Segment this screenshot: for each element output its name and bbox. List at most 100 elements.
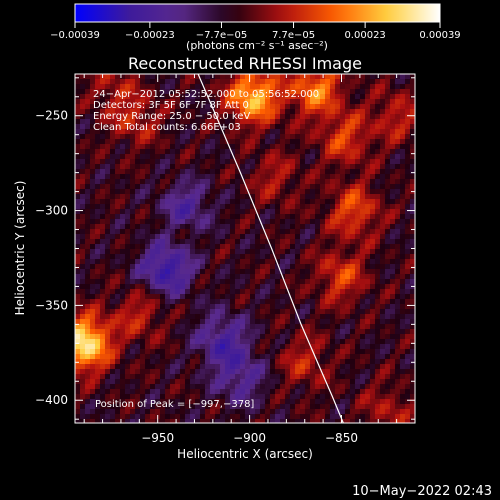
heatmap-cell <box>245 349 251 355</box>
heatmap-cell <box>330 189 336 195</box>
heatmap-cell <box>80 234 86 240</box>
heatmap-cell <box>375 209 381 215</box>
heatmap-cell <box>320 269 326 275</box>
heatmap-cell <box>330 334 336 340</box>
heatmap-cell <box>280 319 286 325</box>
heatmap-cell <box>200 409 206 415</box>
heatmap-cell <box>270 324 276 330</box>
heatmap-cell <box>85 174 91 180</box>
heatmap-cell <box>120 314 126 320</box>
heatmap-cell <box>225 154 231 160</box>
heatmap-cell <box>230 219 236 225</box>
heatmap-cell <box>180 114 186 120</box>
heatmap-cell <box>200 419 206 423</box>
heatmap-cell <box>240 394 246 400</box>
heatmap-cell <box>225 209 231 215</box>
heatmap-cell <box>375 244 381 250</box>
heatmap-cell <box>255 264 261 270</box>
heatmap-cell <box>280 114 286 120</box>
heatmap-cell <box>160 384 166 390</box>
heatmap-cell <box>165 299 171 305</box>
heatmap-cell <box>135 334 141 340</box>
heatmap-cell <box>395 319 401 325</box>
heatmap-cell <box>225 314 231 320</box>
heatmap-cell <box>215 399 221 405</box>
heatmap-cell <box>130 139 136 145</box>
heatmap-cell <box>90 379 96 385</box>
heatmap-cell <box>80 169 86 175</box>
heatmap-cell <box>300 129 306 135</box>
heatmap-cell <box>295 129 301 135</box>
heatmap-cell <box>355 234 361 240</box>
heatmap-cell <box>195 109 201 115</box>
heatmap-cell <box>315 259 321 265</box>
heatmap-cell <box>265 379 271 385</box>
heatmap-cell <box>355 149 361 155</box>
heatmap-cell <box>80 349 86 355</box>
heatmap-cell <box>295 214 301 220</box>
heatmap-cell <box>270 399 276 405</box>
heatmap-cell <box>235 234 241 240</box>
heatmap-cell <box>155 124 161 130</box>
heatmap-cell <box>325 94 331 100</box>
heatmap-cell <box>90 194 96 200</box>
colorbar-tick-label: −0.00023 <box>125 30 175 41</box>
heatmap-cell <box>220 294 226 300</box>
heatmap-cell <box>145 149 151 155</box>
heatmap-cell <box>130 224 136 230</box>
heatmap-cell <box>315 104 321 110</box>
heatmap-cell <box>375 184 381 190</box>
heatmap-cell <box>305 74 311 80</box>
heatmap-cell <box>255 174 261 180</box>
heatmap-cell <box>375 194 381 200</box>
heatmap-cell <box>305 309 311 315</box>
heatmap-cell <box>345 379 351 385</box>
heatmap-cell <box>370 334 376 340</box>
heatmap-cell <box>180 379 186 385</box>
heatmap-cell <box>330 214 336 220</box>
heatmap-cell <box>105 289 111 295</box>
heatmap-cell <box>150 364 156 370</box>
heatmap-cell <box>110 244 116 250</box>
heatmap-cell <box>255 139 261 145</box>
heatmap-cell <box>265 309 271 315</box>
heatmap-cell <box>190 354 196 360</box>
heatmap-cell <box>335 334 341 340</box>
heatmap-cell <box>365 199 371 205</box>
heatmap-cell <box>240 109 246 115</box>
heatmap-cell <box>110 399 116 405</box>
heatmap-cell <box>125 194 131 200</box>
heatmap-cell <box>290 419 296 423</box>
heatmap-cell <box>150 89 156 95</box>
heatmap-cell <box>410 389 415 395</box>
heatmap-cell <box>200 199 206 205</box>
heatmap-cell <box>300 224 306 230</box>
heatmap-cell <box>220 89 226 95</box>
heatmap-cell <box>265 104 271 110</box>
heatmap-cell <box>380 304 386 310</box>
heatmap-cell <box>370 74 376 80</box>
heatmap-cell <box>275 409 281 415</box>
heatmap-cell <box>170 89 176 95</box>
heatmap-cell <box>265 224 271 230</box>
heatmap-cell <box>290 134 296 140</box>
heatmap-cell <box>400 364 406 370</box>
heatmap-cell <box>230 154 236 160</box>
heatmap-cell <box>395 339 401 345</box>
heatmap-cell <box>240 239 246 245</box>
heatmap-cell <box>265 269 271 275</box>
heatmap-cell <box>195 399 201 405</box>
heatmap-cell <box>345 164 351 170</box>
heatmap-cell <box>115 284 121 290</box>
heatmap-cell <box>175 324 181 330</box>
heatmap-cell <box>90 264 96 270</box>
heatmap-cell <box>295 119 301 125</box>
heatmap-cell <box>270 344 276 350</box>
heatmap-cell <box>320 119 326 125</box>
heatmap-cell <box>265 259 271 265</box>
heatmap-cell <box>245 229 251 235</box>
heatmap-cell <box>290 144 296 150</box>
heatmap-cell <box>105 264 111 270</box>
heatmap-cell <box>135 214 141 220</box>
heatmap-cell <box>85 364 91 370</box>
